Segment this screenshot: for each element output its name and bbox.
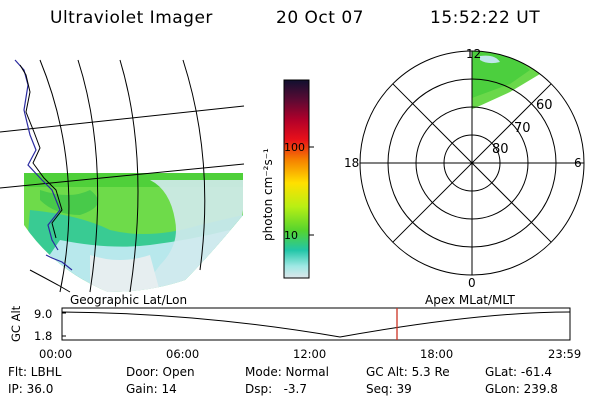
lat-lon-grid bbox=[0, 59, 245, 293]
glat-info: GLat: -61.4 bbox=[485, 365, 552, 379]
colorbar-tick-10: 10 bbox=[284, 229, 298, 242]
glon-info: GLon: 239.8 bbox=[485, 382, 558, 396]
polar-plot: 12 18 6 0 60 70 80 bbox=[344, 47, 585, 290]
timeline-ytick-9: 9.0 bbox=[34, 307, 52, 321]
mlt-label-18: 18 bbox=[344, 156, 359, 170]
colorbar: 100 10 photon cm⁻²s⁻¹ bbox=[261, 79, 314, 279]
gain-info: Gain: 14 bbox=[126, 382, 177, 396]
apex-panel-caption: Apex MLat/MLT bbox=[425, 293, 515, 307]
geographic-map bbox=[0, 59, 245, 293]
timeline-y-axis-label: GC Alt bbox=[9, 305, 23, 342]
timeline-xtick-1800: 18:00 bbox=[420, 347, 454, 361]
dsp-info: Dsp: -3.7 bbox=[245, 382, 308, 396]
door-info: Door: Open bbox=[126, 365, 195, 379]
timeline-xtick-0600: 06:00 bbox=[166, 347, 200, 361]
colorbar-tick-100: 100 bbox=[284, 141, 305, 154]
mlat-label-80: 80 bbox=[492, 142, 509, 157]
polar-aurora-region bbox=[472, 51, 540, 109]
timeline-xtick-0000: 00:00 bbox=[39, 347, 73, 361]
colorbar-scale bbox=[283, 79, 310, 279]
seq-info: Seq: 39 bbox=[366, 382, 412, 396]
mlt-label-0: 0 bbox=[468, 276, 476, 290]
mlat-label-60: 60 bbox=[536, 98, 553, 113]
mlt-label-6: 6 bbox=[574, 156, 582, 170]
mlt-label-12: 12 bbox=[466, 47, 481, 61]
polar-grid bbox=[359, 50, 585, 276]
altitude-timeline: 9.0 1.8 GC Alt bbox=[9, 305, 571, 343]
timeline-frame bbox=[61, 307, 571, 341]
aurora-image-region bbox=[24, 173, 243, 292]
altitude-curve bbox=[61, 311, 571, 338]
timeline-xtick-1200: 12:00 bbox=[293, 347, 327, 361]
mlat-label-70: 70 bbox=[514, 121, 531, 136]
geo-panel-caption: Geographic Lat/Lon bbox=[70, 293, 188, 307]
image-title: Ultraviolet Imager bbox=[50, 8, 213, 28]
image-time: 15:52:22 UT bbox=[430, 8, 541, 28]
image-date: 20 Oct 07 bbox=[276, 8, 364, 28]
timeline-ytick-1-8: 1.8 bbox=[34, 329, 52, 343]
gc-alt-info: GC Alt: 5.3 Re bbox=[366, 365, 450, 379]
filter-info: Flt: LBHL bbox=[8, 365, 62, 379]
ip-info: IP: 36.0 bbox=[8, 382, 54, 396]
timeline-xtick-2359: 23:59 bbox=[548, 347, 582, 361]
colorbar-unit-label: photon cm⁻²s⁻¹ bbox=[261, 148, 275, 241]
mode-info: Mode: Normal bbox=[245, 365, 329, 379]
coastline-land bbox=[19, 64, 71, 293]
